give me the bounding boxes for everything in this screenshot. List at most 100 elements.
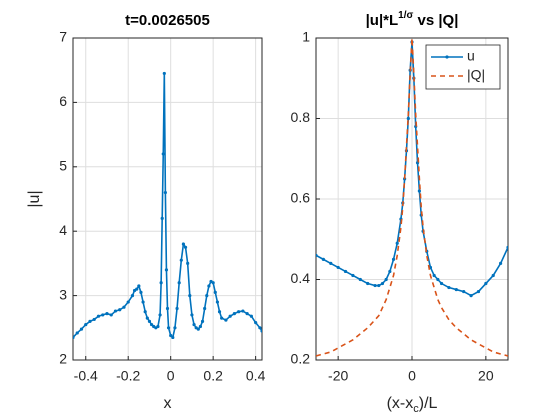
y-tick-label: 2	[59, 351, 67, 367]
x-tick-label: -0.2	[116, 368, 140, 384]
data-point	[417, 189, 421, 193]
data-point	[126, 300, 130, 304]
data-point	[143, 310, 147, 314]
data-point	[160, 216, 164, 220]
data-point	[109, 313, 113, 317]
data-point	[254, 321, 258, 325]
data-point	[137, 284, 141, 288]
x-axis-label: x	[164, 395, 172, 412]
data-point	[336, 265, 340, 270]
data-point	[499, 261, 503, 265]
data-point	[92, 317, 96, 322]
data-point	[232, 312, 236, 316]
data-point	[156, 324, 160, 329]
x-tick-label: -20	[328, 368, 348, 384]
x-label-text: (x-x	[387, 395, 414, 412]
x-label-text: x	[164, 395, 172, 412]
data-point	[391, 257, 396, 261]
data-point	[135, 287, 139, 291]
data-point	[130, 294, 135, 298]
data-point	[213, 290, 217, 294]
data-point	[158, 313, 162, 317]
data-point	[237, 310, 241, 314]
data-point	[198, 324, 203, 329]
data-point	[241, 309, 245, 313]
data-point	[163, 190, 167, 195]
data-point	[149, 322, 154, 327]
data-point	[190, 313, 194, 317]
y-tick-label: 5	[59, 158, 67, 174]
y-tick-label: 6	[59, 93, 67, 109]
data-point	[321, 257, 325, 261]
data-point	[145, 316, 149, 320]
data-point	[164, 268, 169, 272]
data-point	[380, 281, 385, 286]
data-point	[188, 294, 192, 298]
data-point	[224, 318, 228, 322]
axes-box	[72, 37, 263, 361]
data-point	[122, 305, 126, 309]
data-point	[395, 241, 399, 245]
data-point	[177, 281, 181, 285]
data-point	[169, 333, 173, 338]
data-point	[73, 335, 75, 340]
data-point	[358, 277, 362, 282]
y-tick-label: 7	[59, 29, 67, 45]
x-tick-label: 0	[167, 368, 175, 384]
data-point	[377, 283, 381, 288]
data-point	[207, 284, 211, 288]
data-point	[139, 290, 143, 294]
data-line	[316, 38, 508, 357]
data-point	[105, 312, 109, 316]
axes-box	[315, 37, 509, 361]
data-point	[258, 326, 262, 330]
data-point	[351, 273, 355, 278]
x-tick-label: -0.4	[74, 368, 98, 384]
y-tick-label: 3	[59, 286, 67, 302]
chart-title: |u|*L1/σ vs |Q|	[366, 10, 459, 29]
data-point	[260, 329, 262, 333]
data-point	[88, 319, 92, 323]
data-point	[211, 281, 215, 285]
data-point	[205, 294, 209, 298]
data-point	[343, 269, 348, 274]
y-tick-label: 0.6	[291, 190, 311, 206]
y-tick-label: 0.2	[291, 351, 311, 367]
x-tick-label: 0	[408, 368, 416, 384]
data-point	[175, 306, 179, 311]
data-point	[162, 71, 166, 76]
data-point	[179, 258, 183, 262]
data-point	[165, 306, 170, 311]
data-point	[447, 285, 451, 290]
legend-box	[425, 44, 501, 90]
y-tick-label: 4	[59, 222, 67, 238]
data-point	[147, 319, 152, 323]
data-point	[439, 281, 444, 286]
data-point	[491, 273, 495, 278]
y-axis-label: |u|	[26, 190, 43, 207]
data-point	[462, 289, 466, 294]
data-point	[181, 242, 186, 246]
data-point	[200, 319, 205, 323]
data-point	[476, 289, 481, 294]
y-tick-label: 1	[302, 29, 310, 45]
data-point	[217, 310, 222, 314]
data-point	[84, 322, 88, 327]
legend-label: |Q|	[467, 67, 485, 83]
chart-title: t=0.0026505	[125, 12, 210, 29]
legend-marker	[445, 55, 449, 59]
data-point	[329, 261, 333, 265]
data-point	[173, 326, 177, 330]
data-point	[159, 281, 163, 285]
data-point	[171, 335, 175, 340]
data-point	[101, 313, 105, 317]
data-point	[469, 294, 473, 298]
data-point	[118, 308, 122, 312]
data-point	[186, 261, 190, 265]
title-text: vs |Q|	[413, 12, 458, 29]
y-tick-label: 0.8	[291, 109, 311, 125]
data-point	[484, 281, 488, 286]
data-point	[316, 253, 318, 257]
data-point	[366, 281, 370, 286]
